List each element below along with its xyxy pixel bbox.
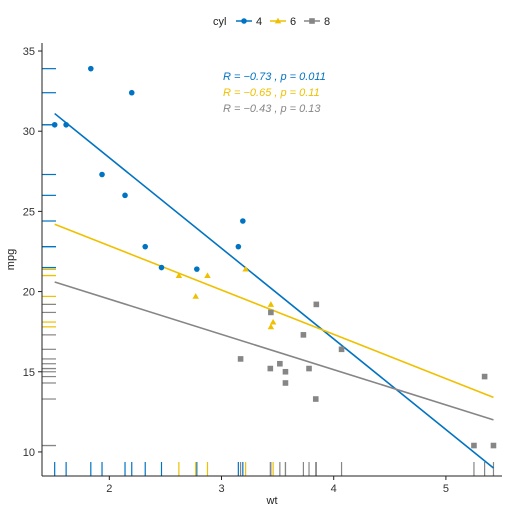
- legend-label: 4: [256, 16, 262, 28]
- data-point-cyl-4: [51, 121, 58, 128]
- legend-label: 6: [290, 16, 296, 28]
- x-axis-label: wt: [266, 495, 278, 507]
- data-point-cyl-8: [267, 365, 274, 372]
- x-rug: [54, 462, 495, 476]
- data-point-cyl-4: [194, 266, 200, 272]
- y-tick-label: 10: [23, 447, 35, 459]
- y-tick-label: 30: [23, 126, 35, 138]
- y-tick-label: 15: [23, 367, 35, 379]
- fit-line-cyl-4: [54, 112, 494, 469]
- y-tick-label: 25: [23, 206, 35, 218]
- correlation-label: R = −0.43 , p = 0.13: [223, 103, 321, 115]
- data-point-cyl-4: [240, 218, 246, 224]
- data-point-cyl-8: [300, 332, 307, 338]
- fit-line-cyl-8: [54, 281, 494, 421]
- correlation-annotations: R = −0.73 , p = 0.011 R = −0.65 , p = 0.1…: [223, 71, 326, 115]
- legend: cyl 4 6 8: [213, 16, 330, 28]
- data-point-cyl-4: [128, 89, 135, 96]
- axes: 10 15 20 25 30 35 2 3 4 5: [23, 43, 502, 495]
- x-tick-label: 3: [218, 483, 224, 495]
- y-tick-label: 35: [23, 46, 35, 58]
- data-points: [51, 65, 497, 449]
- data-point-cyl-4: [235, 243, 242, 250]
- data-point-cyl-4: [122, 192, 128, 199]
- data-point-cyl-6: [192, 293, 199, 299]
- legend-key-marker: [309, 18, 315, 24]
- legend-key-marker: [274, 17, 282, 24]
- data-point-cyl-8: [282, 368, 289, 375]
- legend-key-marker: [241, 18, 247, 24]
- legend-label: 8: [324, 16, 330, 28]
- y-tick-label: 20: [23, 287, 35, 299]
- data-point-cyl-6: [269, 318, 277, 325]
- data-point-cyl-4: [158, 264, 165, 271]
- y-axis-label: mpg: [5, 249, 17, 270]
- data-point-cyl-6: [175, 272, 183, 278]
- data-point-cyl-6: [204, 272, 211, 278]
- data-point-cyl-8: [490, 442, 497, 449]
- data-point-cyl-6: [267, 301, 275, 307]
- data-point-cyl-4: [142, 243, 149, 250]
- data-point-cyl-8: [312, 396, 319, 402]
- data-point-cyl-8: [282, 380, 289, 386]
- data-point-cyl-8: [471, 442, 477, 449]
- x-tick-label: 4: [331, 483, 337, 495]
- data-point-cyl-8: [277, 360, 283, 367]
- data-point-cyl-8: [306, 365, 312, 372]
- legend-title: cyl: [213, 16, 226, 28]
- data-point-cyl-8: [268, 309, 274, 316]
- correlation-label: R = −0.73 , p = 0.011: [223, 71, 326, 83]
- data-point-cyl-8: [313, 301, 320, 308]
- regression-lines: [54, 112, 494, 469]
- data-point-cyl-8: [237, 356, 244, 362]
- data-point-cyl-8: [338, 346, 345, 353]
- fit-line-cyl-6: [54, 223, 494, 399]
- data-point-cyl-4: [88, 65, 94, 72]
- x-tick-label: 5: [443, 483, 449, 495]
- x-tick-label: 2: [106, 483, 112, 495]
- data-point-cyl-6: [242, 265, 249, 272]
- data-point-cyl-8: [481, 373, 488, 380]
- data-point-cyl-4: [63, 121, 69, 128]
- data-point-cyl-4: [99, 171, 105, 178]
- correlation-label: R = −0.65 , p = 0.11: [223, 87, 320, 99]
- data-point-cyl-6: [267, 323, 275, 330]
